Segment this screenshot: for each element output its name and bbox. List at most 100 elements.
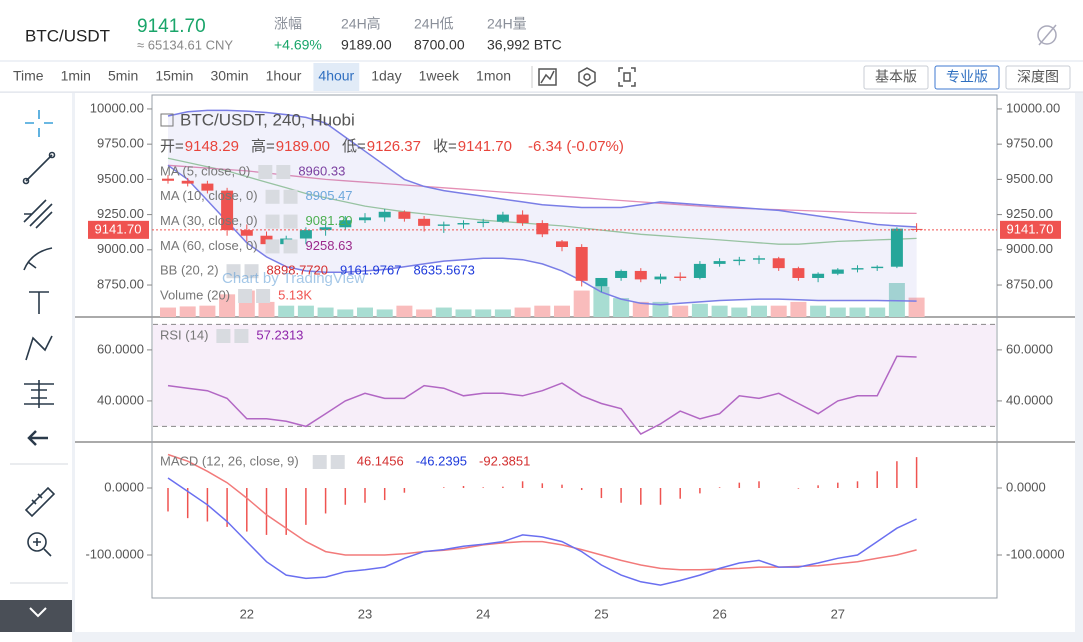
stat-value: 9189.00 [341, 37, 392, 53]
stat-label: 24H高 [341, 16, 381, 32]
indicator-value: 9258.63 [306, 238, 353, 253]
indicator-close[interactable] [283, 214, 298, 229]
y-tick-label: 40.0000 [97, 392, 144, 407]
indicator-settings[interactable] [265, 189, 280, 204]
interval-button[interactable]: 5min [103, 63, 143, 91]
volume-bar [672, 305, 689, 317]
candle-body [693, 263, 706, 278]
chart-title: BTC/USDT, 240, Huobi [180, 110, 355, 129]
y-tick-label: 10000.00 [1006, 100, 1060, 115]
interval-button[interactable]: 30min [205, 63, 253, 91]
collapse-button[interactable] [0, 600, 72, 632]
view-bg [934, 65, 1000, 90]
ohlc-label: 收= [433, 138, 457, 155]
interval-label: Time [13, 68, 44, 84]
candle-body [556, 241, 568, 247]
indicator-value: 5.13K [278, 287, 312, 302]
indicator-name: MACD (12, 26, close, 9) [160, 453, 299, 468]
pattern-tool[interactable] [25, 335, 53, 361]
symbol: BTC/USDT [25, 26, 110, 45]
y-tick-label: 9000.00 [97, 241, 144, 256]
volume-bar [632, 301, 649, 317]
measure-tool[interactable] [24, 380, 54, 408]
y-tick-label: -100.0000 [1006, 546, 1065, 561]
view-label: 专业版 [946, 69, 988, 85]
volume-bar [317, 307, 334, 317]
indicator-settings[interactable] [226, 264, 241, 279]
back-tool[interactable] [27, 430, 48, 446]
indicator-close[interactable] [330, 455, 345, 469]
interval-button[interactable]: 1hour [261, 63, 307, 91]
watermark: Chart by TradingView [222, 270, 365, 287]
interval-button[interactable]: 4hour [313, 63, 360, 91]
indicator-value: 8905.47 [306, 188, 353, 203]
indicator-close[interactable] [234, 329, 249, 343]
indicator-name: MA (60, close, 0) [160, 238, 258, 253]
x-tick-label: 22 [240, 606, 254, 621]
line-tool[interactable] [25, 154, 53, 182]
indicator-close[interactable] [276, 165, 291, 179]
indicator-close[interactable] [283, 239, 298, 254]
zoom-tool[interactable] [27, 532, 47, 552]
volume-bar [829, 307, 846, 317]
interval-button[interactable]: 1mon [471, 63, 516, 91]
rsi-line [167, 355, 917, 436]
x-tick-label: 26 [712, 606, 726, 621]
candle-body [181, 180, 194, 184]
indicator-settings[interactable] [265, 214, 280, 229]
crosshair-tool[interactable] [25, 110, 53, 137]
candle-body [221, 190, 234, 231]
last-price-label: 9141.70 [1007, 221, 1054, 236]
ruler-tool[interactable] [24, 486, 56, 518]
y-tick-label: 60.0000 [1006, 341, 1053, 356]
indicator-close[interactable] [283, 189, 298, 204]
x-tick-label: 24 [476, 606, 490, 621]
settings-icon[interactable] [1037, 24, 1057, 46]
volume-bar [160, 307, 176, 317]
volume-bar [849, 307, 866, 317]
volume-bar [888, 283, 905, 317]
legend-icon [160, 113, 174, 127]
indicator-settings[interactable] [312, 455, 327, 469]
text-tool[interactable] [29, 291, 49, 314]
stat-value: 8700.00 [414, 37, 465, 53]
candle-body [319, 227, 332, 231]
view-bg [863, 65, 929, 90]
interval-button[interactable]: 1day [366, 63, 406, 91]
indicator-settings[interactable] [258, 165, 273, 179]
x-tick-label: 27 [831, 606, 845, 621]
interval-button[interactable]: 1min [56, 63, 96, 91]
bb-fill [168, 110, 917, 305]
volume-bar [258, 301, 275, 317]
interval-button[interactable]: 15min [150, 63, 198, 91]
view-button[interactable]: 深度图 [1005, 65, 1071, 90]
ma-line [167, 164, 917, 215]
candle-body [516, 214, 529, 224]
icon-shape [22, 177, 30, 185]
candle-body [437, 224, 450, 226]
indicator-settings[interactable] [216, 329, 231, 343]
candle-body [496, 214, 509, 222]
indicator-value: 9161.9767 [340, 263, 401, 278]
candle-body [871, 266, 884, 269]
last-price-box [88, 220, 149, 239]
interval-button[interactable]: Time [8, 63, 49, 91]
volume-bar [278, 305, 295, 317]
view-button[interactable]: 专业版 [934, 65, 1000, 90]
view-button[interactable]: 基本版 [863, 65, 929, 90]
indicator-value: 8898.7720 [267, 263, 328, 278]
indicator-settings[interactable] [265, 239, 280, 254]
indicator-close[interactable] [256, 289, 271, 303]
volume-bar [751, 305, 767, 317]
fib-tool[interactable] [23, 199, 53, 229]
brush-tool[interactable] [23, 247, 53, 271]
indicator-icons[interactable] [531, 66, 636, 88]
interval-label: 30min [210, 68, 248, 84]
indicator-close[interactable] [244, 264, 259, 279]
y-tick-label: 60.0000 [97, 341, 144, 356]
interval-button[interactable]: 1week [414, 63, 464, 91]
volume-bar [711, 305, 728, 317]
interval-label: 15min [155, 68, 193, 84]
volume-bar [593, 286, 610, 317]
indicator-settings[interactable] [238, 289, 253, 303]
